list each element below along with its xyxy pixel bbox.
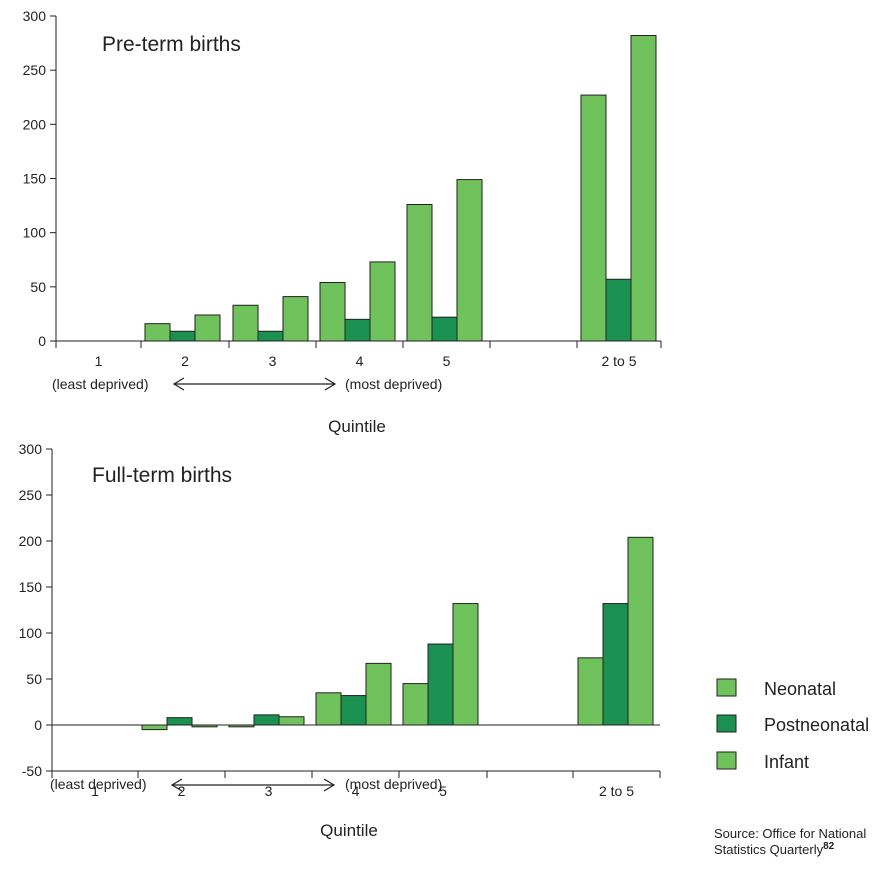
full-term-y-tick-label: 0 bbox=[34, 717, 42, 733]
pre-term-bar-neonatal-3 bbox=[232, 304, 259, 342]
pre-term-most-deprived-note: (most deprived) bbox=[345, 376, 442, 392]
full-term-y-tick-label: 150 bbox=[19, 579, 43, 595]
source-note: Source: Office for National Statistics Q… bbox=[714, 826, 866, 857]
full-term-y-tick-label: 50 bbox=[26, 671, 42, 687]
pre-term-bars bbox=[144, 35, 657, 342]
legend-swatch-postneonatal bbox=[716, 714, 737, 733]
full-term-bar-postneonatal-3 bbox=[253, 714, 280, 726]
pre-term-panel: Pre-term births 0 50 100 150 200 250 300 1 2 3 4 5 2… bbox=[23, 8, 662, 436]
pre-term-bar-neonatal-5 bbox=[406, 204, 433, 342]
pre-term-y-tick-label: 250 bbox=[23, 62, 47, 78]
source-line-1: Source: Office for National bbox=[714, 826, 866, 841]
pre-term-y-tick-label: 50 bbox=[30, 279, 46, 295]
full-term-y-tick-label: 200 bbox=[19, 533, 43, 549]
pre-term-bar-postneonatal-2 bbox=[169, 330, 196, 342]
pre-term-y-tick-label: 300 bbox=[23, 8, 47, 24]
pre-term-bar-infant-4 bbox=[369, 261, 396, 342]
full-term-bar-postneonatal-2-to-5 bbox=[602, 603, 629, 726]
full-term-bar-infant-3 bbox=[278, 716, 305, 726]
pre-term-y-tick-label: 100 bbox=[23, 225, 47, 241]
pre-term-bar-infant-5 bbox=[456, 179, 483, 342]
full-term-y-tick-label: 300 bbox=[19, 441, 43, 457]
full-term-bar-postneonatal-2 bbox=[166, 717, 193, 726]
full-term-bar-neonatal-5 bbox=[402, 683, 429, 726]
pre-term-x-tick-label: 1 bbox=[95, 353, 103, 369]
full-term-bar-infant-4 bbox=[365, 662, 392, 726]
full-term-x-tick-label: 5 bbox=[439, 783, 447, 799]
legend-label-postneonatal: Postneonatal bbox=[764, 715, 869, 735]
pre-term-x-tick-label: 2 to 5 bbox=[601, 353, 636, 369]
full-term-bar-neonatal-2-to-5 bbox=[577, 657, 604, 726]
pre-term-y-tick-label: 200 bbox=[23, 116, 47, 132]
full-term-x-axis-title: Quintile bbox=[320, 821, 378, 840]
full-term-bar-postneonatal-5 bbox=[427, 643, 454, 726]
full-term-y-tick-label: 250 bbox=[19, 487, 43, 503]
pre-term-bar-postneonatal-3 bbox=[257, 330, 284, 342]
full-term-bar-neonatal-2 bbox=[141, 724, 168, 731]
pre-term-bar-postneonatal-2-to-5 bbox=[605, 278, 632, 342]
full-term-bar-neonatal-4 bbox=[315, 692, 342, 726]
full-term-bar-postneonatal-4 bbox=[340, 695, 367, 726]
pre-term-y-tick-label: 0 bbox=[38, 333, 46, 349]
pre-term-axes: 0 50 100 150 200 250 300 1 2 3 4 5 2 to 5 bbox=[23, 8, 662, 369]
pre-term-bar-infant-2-to-5 bbox=[630, 35, 657, 342]
pre-term-bar-postneonatal-4 bbox=[344, 318, 371, 342]
full-term-x-tick-label: 2 to 5 bbox=[599, 783, 634, 799]
full-term-least-deprived-note: (least deprived) bbox=[50, 776, 147, 792]
full-term-y-tick-label: -50 bbox=[22, 763, 42, 779]
legend-item-postneonatal: Postneonatal bbox=[716, 714, 869, 735]
pre-term-bar-neonatal-2-to-5 bbox=[580, 94, 607, 342]
pre-term-title: Pre-term births bbox=[102, 33, 241, 56]
legend-label-neonatal: Neonatal bbox=[764, 679, 836, 699]
pre-term-x-tick-label: 2 bbox=[181, 353, 189, 369]
full-term-most-deprived-note: (most deprived) bbox=[345, 776, 442, 792]
legend-item-neonatal: Neonatal bbox=[716, 678, 836, 699]
pre-term-bar-infant-2 bbox=[194, 314, 221, 342]
pre-term-y-tick-label: 150 bbox=[23, 171, 47, 187]
full-term-bar-infant-2-to-5 bbox=[627, 536, 654, 726]
full-term-bars bbox=[141, 536, 654, 731]
pre-term-x-tick-label: 5 bbox=[443, 353, 451, 369]
pre-term-bar-postneonatal-5 bbox=[431, 316, 458, 342]
pre-term-bar-neonatal-4 bbox=[319, 282, 346, 342]
pre-term-x-axis-title: Quintile bbox=[328, 417, 386, 436]
full-term-double-arrow bbox=[170, 778, 336, 792]
pre-term-x-tick-label: 3 bbox=[269, 353, 277, 369]
source-reference-number: 82 bbox=[823, 841, 835, 852]
full-term-x-tick-label: 4 bbox=[352, 783, 360, 799]
full-term-title: Full-term births bbox=[92, 464, 232, 487]
pre-term-x-tick-label: 4 bbox=[356, 353, 364, 369]
source-line-2: Statistics Quarterly82 bbox=[714, 841, 835, 857]
legend-item-infant: Infant bbox=[716, 751, 809, 772]
pre-term-double-arrow bbox=[172, 377, 337, 391]
full-term-panel: Full-term births -50 0 50 100 150 200 250 300 1 2… bbox=[19, 441, 661, 840]
full-term-x-tick-label: 1 bbox=[91, 783, 99, 799]
legend-label-infant: Infant bbox=[764, 752, 809, 772]
full-term-x-tick-label: 3 bbox=[265, 783, 273, 799]
legend: Neonatal Postneonatal Infant bbox=[716, 678, 869, 772]
pre-term-bar-neonatal-2 bbox=[144, 323, 171, 342]
legend-swatch-neonatal bbox=[716, 678, 737, 697]
source-publication: Statistics Quarterly bbox=[714, 842, 824, 857]
full-term-y-tick-label: 100 bbox=[19, 625, 43, 641]
full-term-bar-infant-5 bbox=[452, 603, 479, 726]
legend-swatch-infant bbox=[716, 751, 737, 770]
pre-term-least-deprived-note: (least deprived) bbox=[52, 376, 149, 392]
pre-term-bar-infant-3 bbox=[282, 296, 309, 342]
